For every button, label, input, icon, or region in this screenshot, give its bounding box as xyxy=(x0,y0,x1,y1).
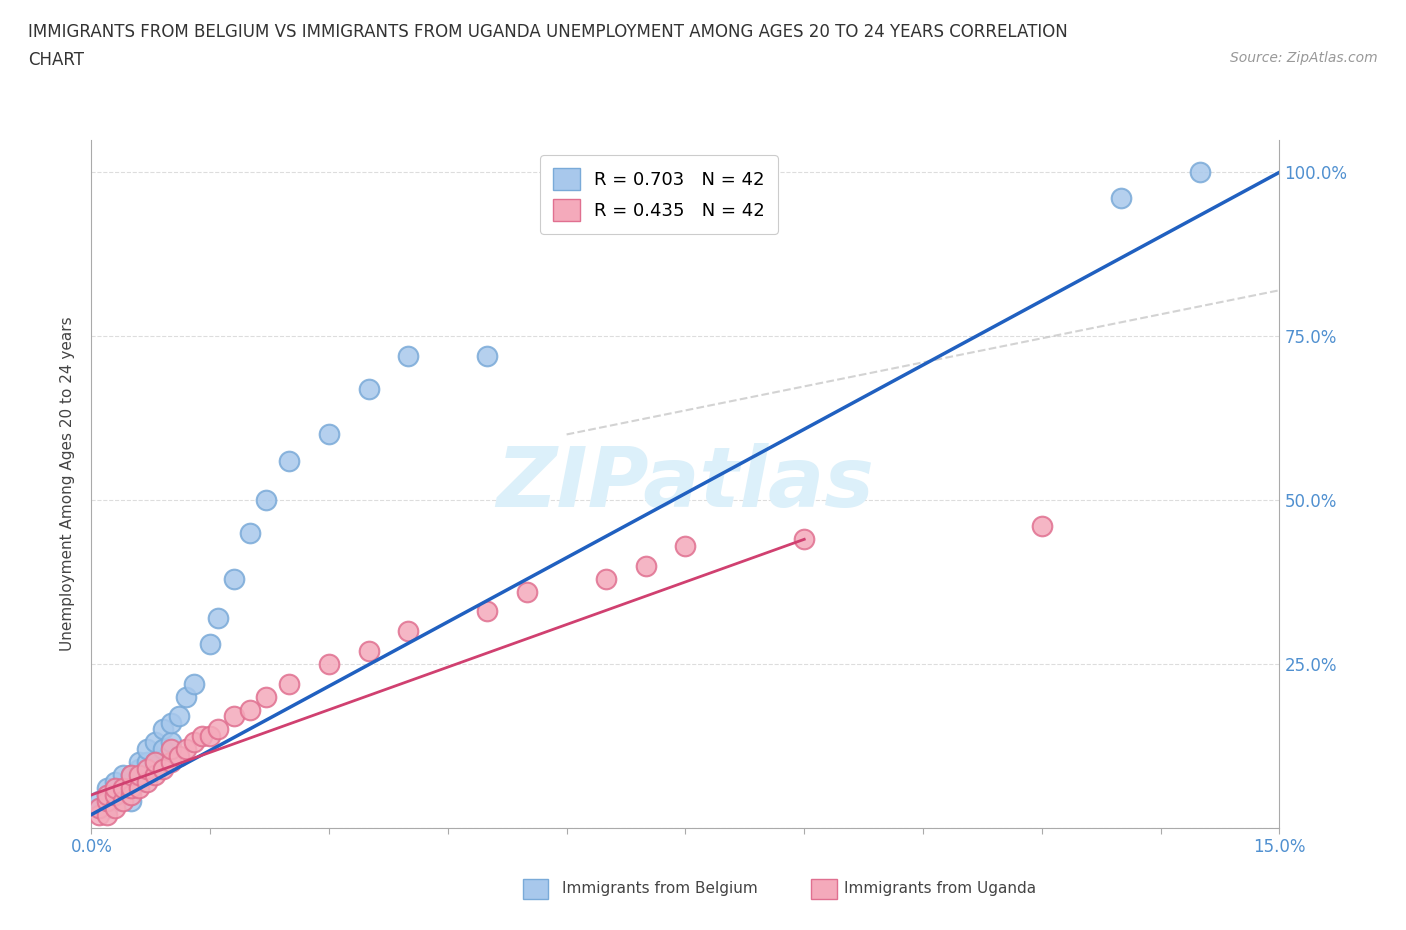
Point xyxy=(278,453,301,468)
Point xyxy=(200,637,222,652)
Point xyxy=(396,624,419,639)
Point xyxy=(516,584,538,599)
Point xyxy=(96,807,118,822)
Point xyxy=(159,741,181,756)
Point xyxy=(128,768,150,783)
Y-axis label: Unemployment Among Ages 20 to 24 years: Unemployment Among Ages 20 to 24 years xyxy=(60,316,76,651)
Point xyxy=(135,768,157,783)
Point xyxy=(143,755,166,770)
Text: Immigrants from Uganda: Immigrants from Uganda xyxy=(844,881,1036,896)
Point xyxy=(128,762,150,777)
Point xyxy=(634,558,657,573)
Point xyxy=(167,748,190,763)
Point xyxy=(152,722,174,737)
Text: CHART: CHART xyxy=(28,51,84,69)
Point xyxy=(104,801,127,816)
Point xyxy=(143,755,166,770)
Point xyxy=(143,735,166,750)
Point xyxy=(120,788,142,803)
Point xyxy=(183,676,205,691)
Point xyxy=(1031,519,1053,534)
Point xyxy=(176,689,198,704)
Point xyxy=(135,755,157,770)
Point xyxy=(89,794,111,809)
Point xyxy=(120,768,142,783)
Point xyxy=(96,781,118,796)
Point xyxy=(176,741,198,756)
Point xyxy=(159,715,181,730)
Point xyxy=(793,532,815,547)
Point xyxy=(595,571,617,586)
Point xyxy=(96,801,118,816)
Text: Source: ZipAtlas.com: Source: ZipAtlas.com xyxy=(1230,51,1378,65)
Point xyxy=(191,728,214,743)
Point xyxy=(200,728,222,743)
Point xyxy=(104,781,127,796)
Point xyxy=(357,644,380,658)
Point xyxy=(128,775,150,790)
Point xyxy=(278,676,301,691)
Point xyxy=(239,702,262,717)
Point xyxy=(104,788,127,803)
Point xyxy=(89,801,111,816)
Point xyxy=(120,768,142,783)
Point xyxy=(239,525,262,540)
Point xyxy=(96,794,118,809)
Point xyxy=(396,349,419,364)
Point xyxy=(254,493,277,508)
Point xyxy=(120,794,142,809)
Point xyxy=(120,781,142,796)
Text: Immigrants from Belgium: Immigrants from Belgium xyxy=(562,881,758,896)
Point xyxy=(143,768,166,783)
Point xyxy=(112,788,135,803)
Point xyxy=(477,604,499,618)
Point xyxy=(477,349,499,364)
Text: IMMIGRANTS FROM BELGIUM VS IMMIGRANTS FROM UGANDA UNEMPLOYMENT AMONG AGES 20 TO : IMMIGRANTS FROM BELGIUM VS IMMIGRANTS FR… xyxy=(28,23,1069,41)
Point xyxy=(1189,165,1212,179)
Point xyxy=(152,741,174,756)
Point xyxy=(112,781,135,796)
Point xyxy=(104,794,127,809)
Point xyxy=(96,788,118,803)
Point xyxy=(135,775,157,790)
Point xyxy=(120,775,142,790)
Point xyxy=(167,709,190,724)
Point xyxy=(207,722,229,737)
Point xyxy=(104,775,127,790)
Point xyxy=(318,427,340,442)
Point xyxy=(128,755,150,770)
Point xyxy=(89,801,111,816)
Point xyxy=(159,735,181,750)
Point xyxy=(159,755,181,770)
Point xyxy=(120,781,142,796)
Point xyxy=(222,709,245,724)
Point xyxy=(89,807,111,822)
Point xyxy=(183,735,205,750)
Point xyxy=(207,610,229,625)
Text: ZIPatlas: ZIPatlas xyxy=(496,443,875,525)
Point xyxy=(357,381,380,396)
Point xyxy=(96,788,118,803)
Point xyxy=(222,571,245,586)
Point xyxy=(112,768,135,783)
Point xyxy=(128,781,150,796)
Point xyxy=(318,657,340,671)
Point xyxy=(1109,191,1132,206)
Point xyxy=(673,538,696,553)
Point xyxy=(135,762,157,777)
Point xyxy=(254,689,277,704)
Point xyxy=(112,781,135,796)
Point xyxy=(135,741,157,756)
Point xyxy=(104,788,127,803)
Legend: R = 0.703   N = 42, R = 0.435   N = 42: R = 0.703 N = 42, R = 0.435 N = 42 xyxy=(540,155,778,233)
Point xyxy=(112,794,135,809)
Point xyxy=(152,762,174,777)
